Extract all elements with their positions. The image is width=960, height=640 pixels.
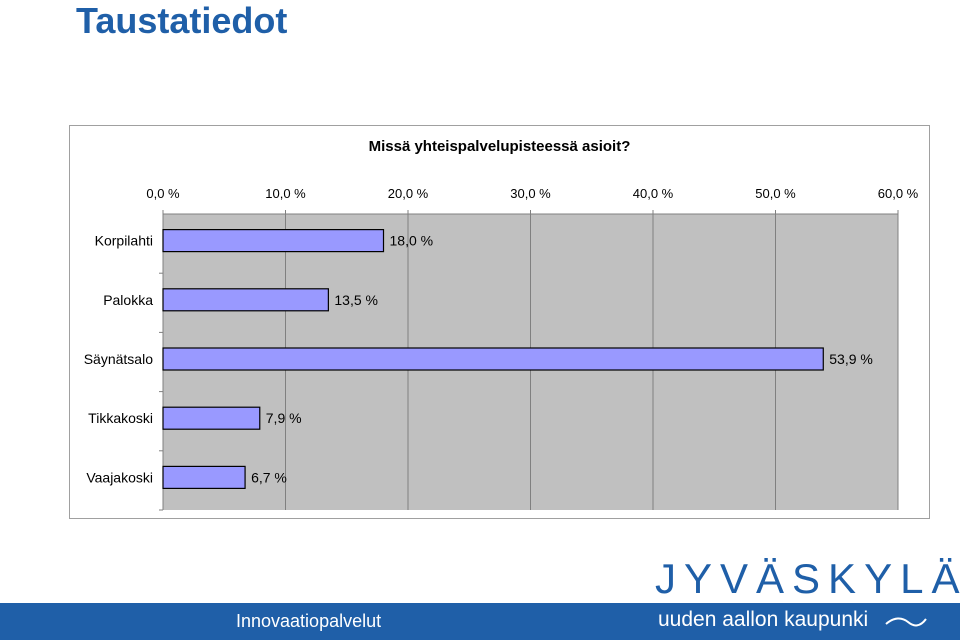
wave-icon xyxy=(885,617,927,627)
logo-wordmark: JYVÄSKYLÄ xyxy=(655,555,960,602)
data-label: 53,9 % xyxy=(829,351,873,367)
x-tick-label: 10,0 % xyxy=(265,186,306,201)
bar xyxy=(162,347,824,371)
category-label: Vaajakoski xyxy=(86,469,153,485)
logo-tagline: uuden aallon kaupunki xyxy=(658,608,869,631)
bar-chart: 0,0 % 10,0 % 20,0 % 30,0 % 40,0 % 50,0 % 60,0 … xyxy=(84,186,919,511)
footer-text: Innovaatiopalvelut xyxy=(236,611,382,631)
footer-bar: Innovaatiopalvelut uuden aallon kaupunki xyxy=(0,603,960,640)
data-label: 18,0 % xyxy=(390,233,434,249)
category-label: Säynätsalo xyxy=(84,351,153,367)
bar xyxy=(162,465,246,489)
category-label: Korpilahti xyxy=(95,233,153,249)
x-tick-label: 20,0 % xyxy=(388,186,429,201)
bar xyxy=(162,228,385,253)
page-title: Taustatiedot xyxy=(76,0,288,41)
x-tick-label: 60,0 % xyxy=(878,186,919,201)
x-tick-label: 30,0 % xyxy=(510,186,551,201)
category-label: Tikkakoski xyxy=(88,410,153,426)
data-label: 7,9 % xyxy=(266,410,302,426)
bar xyxy=(162,406,261,430)
bar xyxy=(162,288,329,312)
x-tick-label: 0,0 % xyxy=(146,186,180,201)
x-tick-label: 40,0 % xyxy=(633,186,674,201)
data-label: 13,5 % xyxy=(334,292,378,308)
category-label: Palokka xyxy=(103,292,153,308)
chart-title: Missä yhteispalvelupisteessä asioit? xyxy=(368,138,631,155)
x-tick-label: 50,0 % xyxy=(755,186,796,201)
data-label: 6,7 % xyxy=(251,469,287,485)
chart-frame: Missä yhteispalvelupisteessä asioit? 0,0… xyxy=(69,125,930,519)
